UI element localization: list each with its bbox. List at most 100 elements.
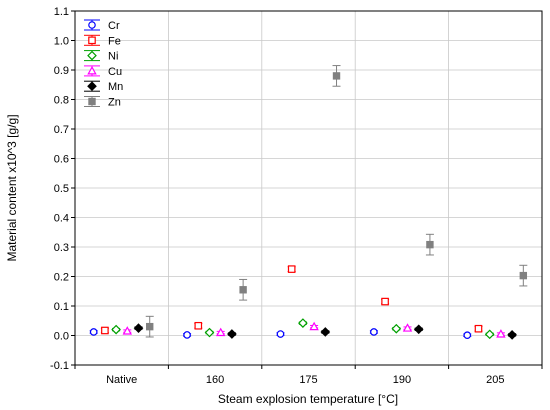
data-point-ni [111,324,121,335]
data-point-mn [507,330,517,340]
data-marker-ni [204,327,215,338]
data-point-ni [484,329,495,340]
legend-entry-ni: Ni [84,50,118,63]
x-tick-label: Native [106,374,137,386]
legend-entry-zn: Zn [84,96,121,109]
plot-frame [74,10,543,366]
y-tick-label: -0.1 [50,360,69,372]
data-marker-zn [519,271,528,280]
data-marker-ni [484,329,495,340]
data-point-zn [519,264,528,287]
x-tick-label: 175 [299,374,317,386]
data-marker-cr [89,328,98,336]
data-point-mn [320,327,331,337]
legend-label: Fe [108,35,121,47]
data-marker-cr [183,331,191,339]
legend-label: Cr [108,20,120,32]
legend-marker-mn [87,81,97,92]
data-marker-fe [194,321,203,330]
data-marker-zn [239,286,247,294]
data-marker-fe [474,324,483,333]
y-tick-label: 0.2 [54,272,69,284]
y-axis: -0.1 0.0 0.1 0.2 0.3 0.4 0.5 0.6 0.7 0.8 0.9 1.0 1.1 [50,6,75,372]
y-tick-label: 0.7 [54,124,69,136]
data-point-cu [496,329,506,338]
data-point-cu [309,321,319,331]
legend-entry-cu: Cu [84,65,122,78]
y-tick-label: 0.9 [54,65,69,77]
data-point-cr [276,330,285,338]
data-point-ni [391,323,402,334]
data-point-cr [463,331,472,340]
legend-entry-cr: Cr [84,19,120,32]
data-point-mn [227,329,237,339]
legend-label: Zn [108,97,121,109]
x-axis: Native 160 175 190 205 [74,365,543,386]
y-tick-label: 0.3 [54,242,69,254]
data-point-ni [204,327,215,338]
legend-label: Ni [108,51,118,63]
legend-marker-fe [88,36,96,45]
legend-marker-zn [88,97,96,106]
data-marker-cu [496,329,506,338]
legend-label: Mn [108,81,123,93]
grid-lines [75,11,542,365]
data-marker-mn [133,323,144,333]
legend-label: Cu [108,66,122,78]
legend-entry-mn: Mn [84,80,123,93]
data-point-cu [402,323,413,332]
data-marker-ni [111,324,121,335]
data-point-cu [215,327,226,337]
data-marker-mn [507,330,517,340]
data-marker-fe [101,326,109,335]
data-marker-mn [413,324,424,335]
y-tick-label: 0.4 [54,213,69,225]
data-point-fe [100,326,109,335]
data-point-ni [298,318,308,328]
data-point-mn [413,324,424,335]
data-point-cr [89,328,98,336]
legend: Cr Fe Ni Cu Mn Zn [84,19,123,109]
data-point-cu [122,326,133,335]
data-point-cr [369,328,378,336]
data-marker-fe [381,297,389,306]
data-marker-zn [146,322,154,331]
data-marker-cr [276,330,285,338]
data-marker-cu [215,327,226,337]
data-marker-fe [287,265,296,273]
data-point-zn [145,315,154,338]
data-marker-mn [320,327,331,337]
data-marker-cu [402,323,413,332]
data-point-zn [332,65,341,87]
y-tick-label: 0.6 [54,154,69,166]
data-point-mn [133,323,144,333]
data-point-fe [287,265,296,273]
y-axis-title: Material content x10^3 [g/g] [5,114,19,261]
data-point-zn [239,278,248,301]
y-tick-label: 1.0 [54,36,69,48]
x-tick-label: 160 [206,374,224,386]
legend-entry-fe: Fe [84,34,121,47]
y-tick-label: 0.1 [54,301,69,313]
y-tick-label: 1.1 [54,6,69,18]
x-tick-label: 205 [486,374,504,386]
data-marker-ni [298,318,308,328]
data-marks [89,65,528,340]
legend-marker-cu [87,65,97,75]
data-marker-mn [227,329,237,339]
data-marker-cu [122,326,133,335]
data-marker-ni [391,323,402,334]
x-axis-title: Steam explosion temperature [°C] [218,392,398,406]
x-tick-label: 190 [393,374,411,386]
data-point-fe [194,321,203,330]
data-marker-cr [463,331,472,340]
y-tick-label: 0.8 [54,95,69,107]
data-point-zn [425,233,434,256]
legend-marker-cr [88,21,96,29]
data-marker-cr [370,328,378,336]
data-marker-zn [426,240,434,249]
data-marker-cu [309,321,319,331]
legend-marker-ni [87,50,97,61]
data-point-fe [381,297,390,306]
